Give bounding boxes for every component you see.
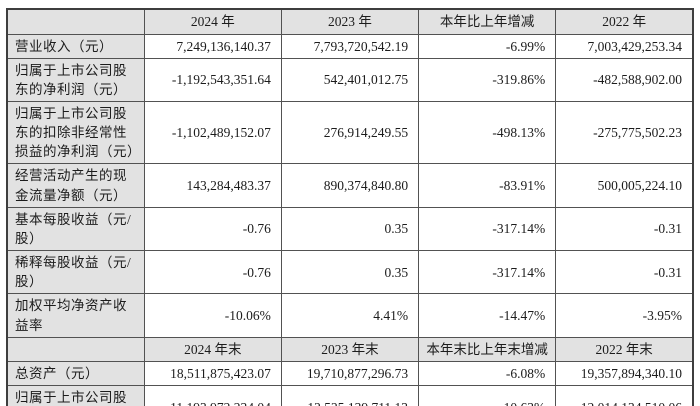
table-cell: -14.47% bbox=[418, 293, 557, 338]
row-total-assets: 总资产（元） 18,511,875,423.07 19,710,877,296.… bbox=[6, 360, 694, 387]
table-cell: -1,102,489,152.07 bbox=[143, 100, 282, 165]
table-cell: 0.35 bbox=[280, 206, 420, 252]
col-header-yoy-end-change: 本年末比上年末增减 bbox=[418, 336, 557, 362]
table-cell: -317.14% bbox=[418, 250, 557, 295]
table-cell: 7,793,720,542.19 bbox=[280, 33, 420, 59]
table-cell: 12,525,139,711.13 bbox=[280, 385, 420, 406]
table-cell: -0.76 bbox=[143, 206, 282, 252]
table-cell: 19,710,877,296.73 bbox=[280, 360, 420, 387]
row-operating-cash-flow: 经营活动产生的现金流量净额（元） 143,284,483.37 890,374,… bbox=[6, 163, 694, 208]
period-end-header-row: 2024 年末 2023 年末 本年末比上年末增减 2022 年末 bbox=[6, 336, 694, 362]
row-net-profit-attributable: 归属于上市公司股东的净利润（元） -1,192,543,351.64 542,4… bbox=[6, 57, 694, 102]
table-cell: 143,284,483.37 bbox=[143, 163, 282, 208]
col-header-2023-end: 2023 年末 bbox=[280, 336, 420, 362]
row-label: 归属于上市公司股东的净利润（元） bbox=[6, 57, 145, 102]
table-cell: 4.41% bbox=[280, 293, 420, 338]
corner-cell bbox=[6, 8, 145, 35]
table-cell: -6.99% bbox=[418, 33, 557, 59]
row-label: 加权平均净资产收益率 bbox=[6, 293, 145, 338]
row-diluted-eps: 稀释每股收益（元/股） -0.76 0.35 -317.14% -0.31 bbox=[6, 250, 694, 295]
row-label: 归属于上市公司股东的扣除非经常性损益的净利润（元） bbox=[6, 100, 145, 165]
table-cell: 890,374,840.80 bbox=[280, 163, 420, 208]
col-header-yoy-change: 本年比上年增减 bbox=[418, 8, 557, 35]
col-header-2024-end: 2024 年末 bbox=[143, 336, 282, 362]
row-net-profit-excl-nonrecurring: 归属于上市公司股东的扣除非经常性损益的净利润（元） -1,102,489,152… bbox=[6, 100, 694, 165]
row-label: 归属于上市公司股东的净资产（元） bbox=[6, 385, 145, 406]
financial-summary-table: 2024 年 2023 年 本年比上年增减 2022 年 营业收入（元） 7,2… bbox=[6, 8, 694, 406]
table-cell: 500,005,224.10 bbox=[555, 163, 694, 208]
row-label: 总资产（元） bbox=[6, 360, 145, 387]
table-cell: -0.31 bbox=[555, 250, 694, 295]
row-label: 稀释每股收益（元/股） bbox=[6, 250, 145, 295]
table-cell: -6.08% bbox=[418, 360, 557, 387]
table-cell: -10.63% bbox=[418, 385, 557, 406]
table-cell: 276,914,249.55 bbox=[280, 100, 420, 165]
row-label: 经营活动产生的现金流量净额（元） bbox=[6, 163, 145, 208]
row-label: 基本每股收益（元/股） bbox=[6, 206, 145, 252]
corner-cell bbox=[6, 336, 145, 362]
table-cell: -498.13% bbox=[418, 100, 557, 165]
period-header-row: 2024 年 2023 年 本年比上年增减 2022 年 bbox=[6, 8, 694, 35]
row-operating-revenue: 营业收入（元） 7,249,136,140.37 7,793,720,542.1… bbox=[6, 33, 694, 59]
table-cell: 7,249,136,140.37 bbox=[143, 33, 282, 59]
row-basic-eps: 基本每股收益（元/股） -0.76 0.35 -317.14% -0.31 bbox=[6, 206, 694, 252]
table-cell: -0.76 bbox=[143, 250, 282, 295]
table-cell: -3.95% bbox=[555, 293, 694, 338]
table-cell: -1,192,543,351.64 bbox=[143, 57, 282, 102]
table-cell: -482,588,902.00 bbox=[555, 57, 694, 102]
table-cell: 7,003,429,253.34 bbox=[555, 33, 694, 59]
table-cell: 19,357,894,340.10 bbox=[555, 360, 694, 387]
table-cell: 18,511,875,423.07 bbox=[143, 360, 282, 387]
table-cell: 11,193,972,234.04 bbox=[143, 385, 282, 406]
col-header-2022-end: 2022 年末 bbox=[555, 336, 694, 362]
row-weighted-avg-roe: 加权平均净资产收益率 -10.06% 4.41% -14.47% -3.95% bbox=[6, 293, 694, 338]
table-cell: 12,014,134,510.06 bbox=[555, 385, 694, 406]
row-net-assets-attributable: 归属于上市公司股东的净资产（元） 11,193,972,234.04 12,52… bbox=[6, 385, 694, 406]
table-cell: -10.06% bbox=[143, 293, 282, 338]
table-cell: -83.91% bbox=[418, 163, 557, 208]
table-cell: 542,401,012.75 bbox=[280, 57, 420, 102]
table-cell: -275,775,502.23 bbox=[555, 100, 694, 165]
col-header-2022: 2022 年 bbox=[555, 8, 694, 35]
col-header-2024: 2024 年 bbox=[143, 8, 282, 35]
table-cell: -319.86% bbox=[418, 57, 557, 102]
row-label: 营业收入（元） bbox=[6, 33, 145, 59]
table-cell: -0.31 bbox=[555, 206, 694, 252]
table-cell: 0.35 bbox=[280, 250, 420, 295]
col-header-2023: 2023 年 bbox=[280, 8, 420, 35]
table-cell: -317.14% bbox=[418, 206, 557, 252]
